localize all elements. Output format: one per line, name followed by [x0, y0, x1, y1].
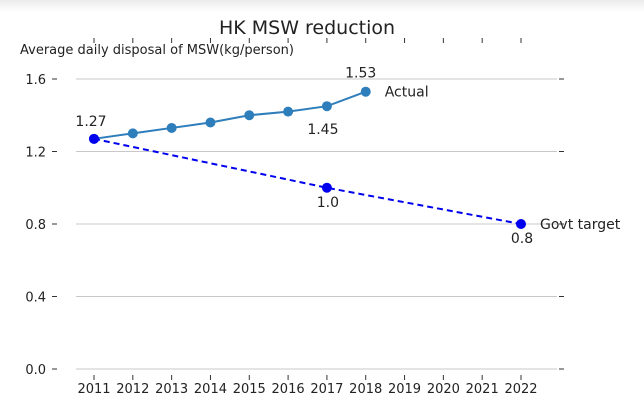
y-tick-label: 1.6	[25, 73, 46, 88]
series-layer	[89, 86, 526, 229]
x-tick-label: 2017	[310, 382, 343, 397]
data-label: 1.53	[345, 66, 376, 82]
x-tick-label: 2016	[272, 382, 305, 397]
y-tick-label: 0.4	[25, 291, 46, 306]
x-tick-label: 2022	[504, 382, 537, 397]
chart-title: HK MSW reduction	[219, 17, 395, 39]
data-point	[283, 106, 294, 117]
data-point	[127, 128, 138, 139]
data-point	[166, 122, 177, 133]
data-point	[89, 133, 99, 144]
data-label: 1.27	[75, 114, 106, 130]
x-tick-label: 2019	[388, 382, 421, 397]
x-tick-label: 2021	[466, 382, 499, 397]
y-axis-ticks: 0.0 0.4 0.8 1.2 1.6	[25, 73, 564, 378]
series-name-label: Govt target	[540, 217, 621, 233]
x-tick-label: 2014	[194, 382, 227, 397]
x-tick-label: 2012	[116, 382, 149, 397]
data-point	[205, 117, 216, 128]
data-label: 1.45	[307, 122, 338, 138]
y-tick-label: 1.2	[25, 146, 46, 161]
data-point	[516, 219, 526, 229]
x-tick-label: 2015	[233, 382, 266, 397]
data-point	[244, 110, 255, 121]
top-shade	[0, 0, 644, 12]
y-tick-label: 0.0	[25, 363, 46, 378]
data-label: 1.0	[317, 195, 339, 211]
x-tick-label: 2020	[427, 382, 460, 397]
data-labels: Actual Govt target 1.27 1.53 1.45 1.0 0.8	[75, 66, 620, 247]
data-point	[360, 86, 371, 97]
y-tick-label: 0.8	[25, 218, 46, 233]
x-tick-label: 2018	[349, 382, 382, 397]
x-tick-label: 2013	[155, 382, 188, 397]
y-axis-label: Average daily disposal of MSW(kg/person)	[20, 43, 294, 58]
series-line-0	[93, 90, 367, 140]
series-name-label: Actual	[385, 85, 429, 101]
top-ticks	[93, 38, 522, 43]
data-point	[321, 182, 332, 193]
x-tick-label: 2011	[77, 382, 110, 397]
x-axis-ticks: 2011 2012 2013 2014 2015 2016 2017 2018 2019 2020…	[77, 375, 538, 397]
data-point	[321, 101, 332, 112]
data-label: 0.8	[511, 231, 533, 247]
